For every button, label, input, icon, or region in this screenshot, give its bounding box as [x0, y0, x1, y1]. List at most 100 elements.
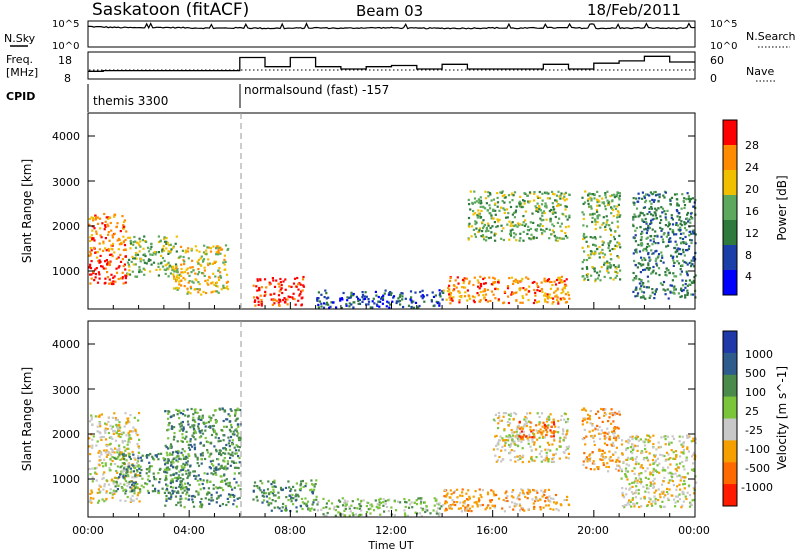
velocity-cell-r9: [631, 481, 634, 484]
velocity-cell-r8: [614, 438, 617, 441]
velocity-cell-r2: [229, 435, 233, 439]
velocity-cell-r8: [599, 449, 602, 452]
power-cell-r6: [521, 295, 524, 298]
velocity-cell-r0: [107, 420, 110, 423]
velocity-cell-r2: [227, 493, 231, 496]
velocity-cell-r1: [168, 468, 171, 471]
power-cell-r2: [167, 252, 170, 255]
velocity-cell-r3: [300, 480, 303, 483]
velocity-cell-r2: [237, 484, 240, 487]
power-cell-r0: [89, 273, 92, 276]
velocity-cell-r9: [629, 435, 632, 439]
power-cell-r6: [552, 297, 555, 300]
power-cell-r9: [680, 295, 683, 298]
power-cell-r9: [660, 235, 663, 238]
power-cell-r5: [364, 297, 367, 300]
power-cell-r5: [375, 303, 379, 306]
velocity-cell-r7: [520, 430, 523, 433]
power-cell-r6: [560, 275, 563, 278]
power-cell-r0: [97, 271, 100, 274]
power-cell-r7: [540, 203, 544, 206]
velocity-cell-r8: [612, 429, 616, 432]
velocity-cell-r2: [180, 479, 183, 483]
velocity-cell-r2: [168, 421, 171, 425]
velocity-cell-r3: [290, 488, 293, 491]
velocity-cell-r3: [274, 485, 277, 488]
velocity-cell-r0: [137, 455, 140, 458]
velocity-cell-r2: [178, 485, 181, 488]
velocity-cell-r9: [676, 495, 679, 498]
velocity-cell-r5: [476, 503, 479, 507]
power-cell-r9: [646, 275, 649, 278]
velocity-cell-r3: [272, 494, 276, 497]
velocity-cell-r2: [189, 426, 192, 429]
power-cell-r3: [181, 249, 185, 252]
power-cell-r0: [94, 268, 97, 271]
power-cell-r3: [180, 284, 183, 287]
velocity-cell-r3: [287, 480, 290, 483]
velocity-cell-r9: [621, 452, 624, 455]
power-cell-r7: [496, 196, 499, 199]
power-cell-r5: [399, 303, 402, 306]
power-cell-r3: [219, 271, 222, 274]
velocity-cell-r4: [372, 509, 376, 512]
power-cell-r9: [654, 290, 657, 293]
power-cell-r9: [664, 191, 667, 194]
velocity-cell-r4: [344, 514, 347, 517]
power-cell-r1: [104, 220, 107, 223]
velocity-cell-r2: [166, 462, 169, 465]
velocity-cell-r6: [531, 459, 534, 462]
velocity-cell-r9: [639, 438, 642, 441]
velocity-cell-r1: [115, 476, 118, 480]
power-cell-r7: [557, 190, 560, 193]
power-cell-r6: [554, 289, 557, 293]
velocity-cell-r0: [121, 439, 124, 443]
power-cell-r4: [291, 296, 294, 299]
velocity-cell-r9: [660, 483, 664, 486]
power-cell-r5: [352, 306, 355, 309]
velocity-cell-r2: [183, 463, 186, 466]
power-cell-r9: [661, 283, 664, 286]
velocity-cell-r7: [550, 435, 553, 438]
velocity-cell-r6: [507, 424, 510, 427]
power-cell-r7: [517, 222, 520, 225]
power-cbar-swatch-5: [723, 245, 737, 271]
power-cell-r6: [497, 298, 500, 301]
velocity-cell-r2: [224, 448, 227, 451]
velocity-cell-r4: [323, 514, 326, 517]
power-cell-r9: [682, 232, 685, 235]
velocity-cell-r8: [603, 411, 606, 415]
power-cell-r7: [494, 213, 497, 216]
power-cell-r4: [298, 294, 301, 297]
power-cell-r5: [374, 290, 377, 293]
velocity-cell-r4: [408, 499, 411, 502]
power-cell-r1: [108, 216, 111, 219]
velocity-cell-r9: [667, 492, 670, 495]
power-cell-r3: [172, 287, 175, 290]
power-cell-r9: [645, 220, 648, 224]
velocity-cell-r2: [176, 451, 179, 454]
velocity-cell-r4: [429, 512, 432, 515]
power-cell-r6: [497, 279, 500, 282]
velocity-cell-r0: [107, 483, 111, 486]
power-cell-r7: [542, 210, 545, 213]
power-cell-r7: [533, 199, 536, 202]
velocity-cell-r0: [131, 450, 134, 454]
power-cell-r9: [686, 272, 689, 275]
velocity-cell-r6: [559, 418, 563, 421]
velocity-cell-r9: [682, 500, 685, 503]
power-cell-r6: [551, 302, 554, 305]
velocity-cell-r1: [167, 491, 170, 494]
power-cell-r6: [449, 302, 452, 305]
power-cell-r7: [503, 194, 506, 197]
velocity-cell-r6: [502, 458, 505, 461]
power-cell-r8: [583, 277, 586, 280]
power-cell-r5: [388, 292, 391, 295]
velocity-cell-r2: [205, 440, 208, 443]
power-cell-r9: [673, 292, 676, 295]
power-cell-r4: [284, 298, 288, 301]
power-cell-r4: [287, 295, 290, 298]
power-cell-r9: [667, 240, 671, 243]
velocity-cell-r9: [624, 473, 627, 476]
power-cell-r9: [645, 267, 648, 270]
